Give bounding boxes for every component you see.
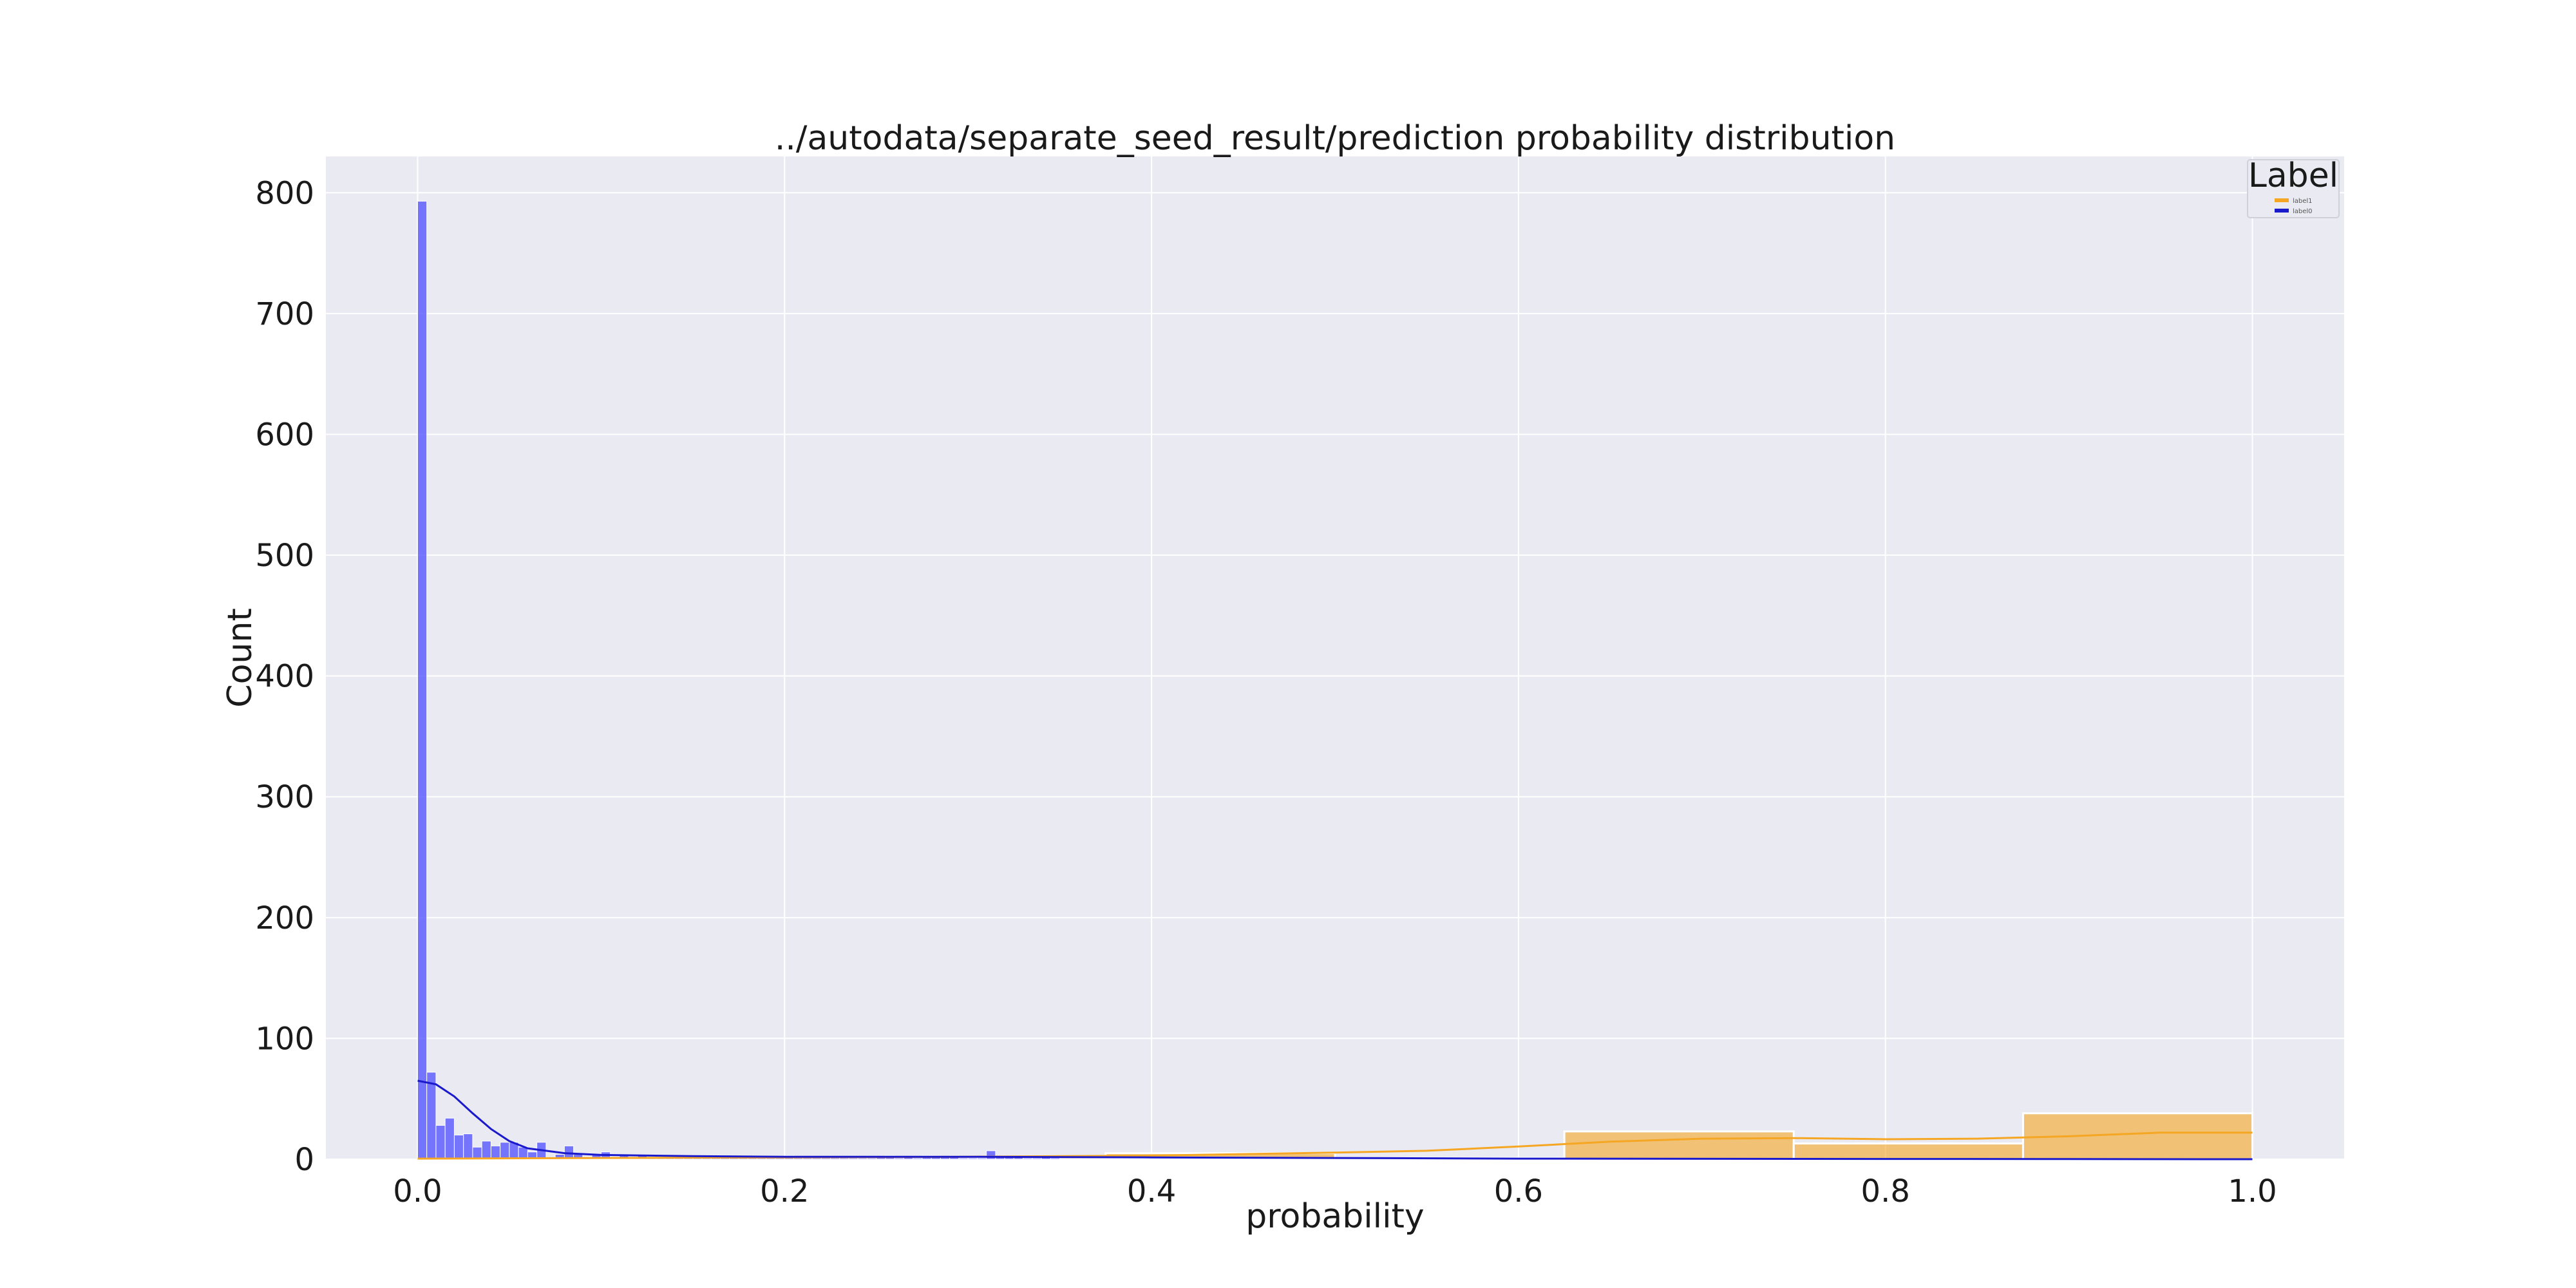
legend-swatch-label1 (2275, 198, 2289, 202)
legend-label-label0: label0 (2293, 208, 2313, 215)
histogram-bar-label0 (435, 1124, 446, 1160)
x-axis-ticks: 0.0 0.2 0.4 0.6 0.8 1.0 (393, 1173, 2277, 1209)
histogram-bar-label1 (1563, 1130, 1795, 1160)
histogram-bar-label0 (913, 1157, 923, 1160)
y-tick-label: 500 (255, 538, 314, 574)
histogram-bar-label0 (490, 1145, 501, 1160)
chart-title: ../autodata/separate_seed_result/predict… (775, 119, 1895, 158)
histogram-bar-label0 (453, 1134, 464, 1160)
x-tick-label: 0.0 (393, 1173, 442, 1209)
histogram-bar-label0 (500, 1142, 510, 1160)
x-tick-label: 0.2 (760, 1173, 809, 1209)
kde-curve-label0 (417, 1079, 2253, 1160)
y-tick-label: 0 (294, 1142, 314, 1178)
legend: Label label1 label0 (2247, 156, 2340, 218)
y-tick-label: 200 (255, 900, 314, 936)
histogram-bar-label0 (1050, 1157, 1061, 1160)
histogram-bar-label0 (976, 1157, 987, 1160)
y-tick-label: 600 (255, 417, 314, 453)
histogram-bar-label0 (857, 1157, 867, 1160)
histogram-bar-label0 (986, 1150, 996, 1160)
histogram-bar-label0 (417, 200, 428, 1160)
x-tick-label: 0.4 (1127, 1173, 1176, 1209)
histogram-bar-label0 (958, 1157, 969, 1160)
histogram-bar-label0 (1023, 1157, 1033, 1160)
histogram-bar-label0 (481, 1141, 491, 1160)
histogram-bar-label0 (848, 1157, 858, 1160)
histogram-bar-label0 (426, 1072, 437, 1160)
x-axis-label: probability (1245, 1197, 1424, 1236)
histogram-bar-label0 (463, 1133, 473, 1160)
y-tick-label: 800 (255, 175, 314, 211)
y-tick-label: 400 (255, 659, 314, 695)
histogram-bar-label0 (472, 1146, 482, 1160)
legend-box (2247, 159, 2340, 218)
legend-label-label1: label1 (2293, 198, 2313, 205)
y-axis-label: Count (221, 608, 260, 707)
y-tick-label: 300 (255, 779, 314, 815)
histogram-bar-label0 (1032, 1157, 1042, 1160)
histogram-bar-label1 (1792, 1142, 2024, 1160)
histogram-bar-label0 (894, 1157, 904, 1160)
histogram-bar-label0 (839, 1157, 849, 1160)
y-tick-label: 100 (255, 1021, 314, 1057)
legend-items: label1 label0 (2275, 198, 2313, 215)
y-tick-label: 700 (255, 296, 314, 332)
x-tick-label: 0.8 (1861, 1173, 1910, 1209)
x-tick-label: 1.0 (2228, 1173, 2277, 1209)
histogram-bar-label0 (444, 1117, 455, 1160)
grid (326, 156, 2344, 1160)
histogram-bar-label0 (866, 1157, 877, 1160)
histogram-bar-label0 (967, 1157, 978, 1160)
legend-swatch-label0 (2275, 209, 2289, 213)
plot-area (326, 156, 2344, 1159)
y-axis-ticks: 0 100 200 300 400 500 600 700 800 (255, 175, 314, 1178)
x-tick-label: 0.6 (1494, 1173, 1543, 1209)
kde-curves (417, 1079, 2253, 1160)
legend-title: Label (2248, 156, 2338, 195)
